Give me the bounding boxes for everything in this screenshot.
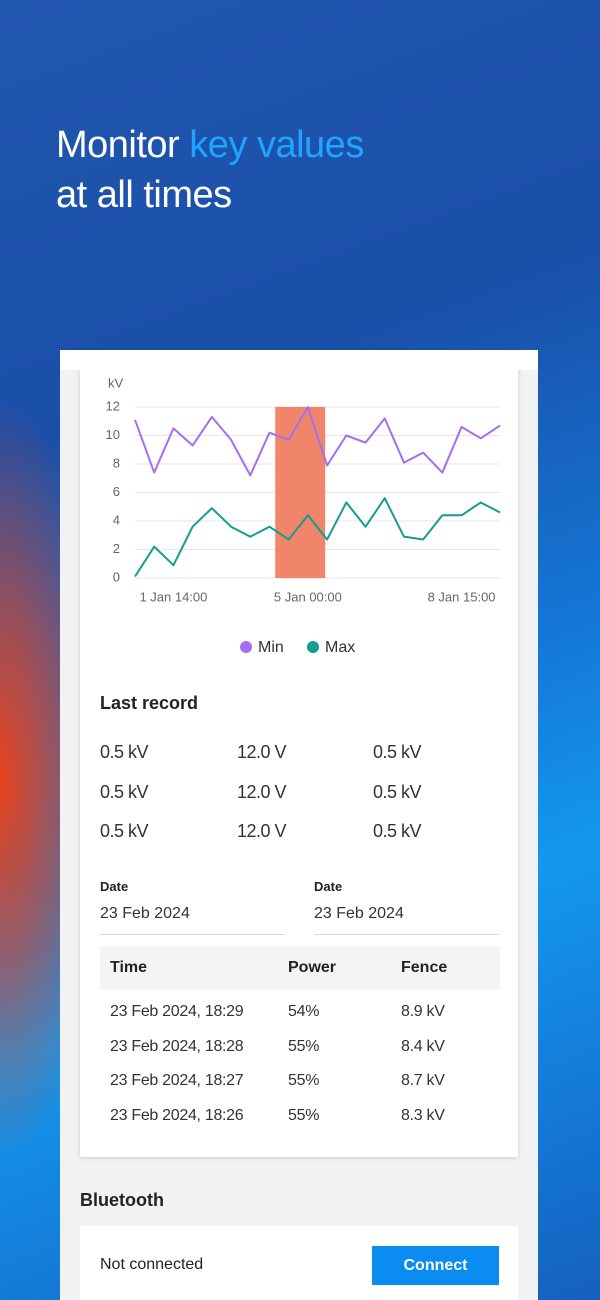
- date-underline: [100, 934, 285, 935]
- date-value: 23 Feb 2024: [100, 905, 190, 922]
- date-underline: [314, 934, 499, 935]
- table-cell: 55%: [288, 1106, 320, 1124]
- y-tick-label: 8: [113, 455, 120, 470]
- table-cell: 8.7 kV: [401, 1072, 445, 1089]
- highlight-band: [275, 407, 326, 578]
- x-tick-label: 8 Jan 15:00: [428, 589, 496, 604]
- date-value: 23 Feb 2024: [314, 905, 404, 922]
- table-cell: 55%: [288, 1072, 320, 1089]
- card-top: [60, 350, 538, 370]
- table-cell: 54%: [288, 1003, 320, 1020]
- legend-dot: [307, 641, 319, 653]
- headline: Monitor key values at all times: [56, 120, 364, 220]
- record-value: 0.5 kV: [373, 781, 422, 802]
- record-value: 12.0 V: [237, 821, 287, 841]
- table-cell: 8.9 kV: [401, 1003, 445, 1020]
- record-value: 0.5 kV: [373, 821, 422, 841]
- x-tick-label: 5 Jan 00:00: [274, 589, 342, 604]
- table-cell: 55%: [288, 1037, 320, 1055]
- chart: kV 0 2 4 6 8 10 12 1 Jan 14:00 5 Jan 00:00 8 Jan 1…: [106, 375, 501, 656]
- bluetooth-status: Not connected: [100, 1256, 204, 1273]
- line-series: [134, 497, 501, 578]
- record-value: 12.0 V: [237, 742, 287, 762]
- y-tick-label: 6: [113, 484, 120, 499]
- last-record-title: Last record: [100, 693, 199, 713]
- headline-rest: at all times: [56, 174, 232, 216]
- bluetooth-title: Bluetooth: [80, 1190, 164, 1210]
- table-cell: 23 Feb 2024, 18:28: [110, 1037, 244, 1055]
- y-tick-label: 0: [113, 569, 120, 584]
- table-header: [100, 946, 500, 990]
- table-cell: 23 Feb 2024, 18:27: [110, 1072, 244, 1089]
- x-tick-label: 1 Jan 14:00: [139, 589, 207, 604]
- record-value: 0.5 kV: [373, 742, 422, 762]
- table-header-cell: Time: [110, 959, 148, 976]
- table-header-cell: Power: [288, 959, 337, 976]
- record-value: 0.5 kV: [100, 781, 149, 802]
- record-value: 12.0 V: [237, 781, 287, 802]
- legend-label: Max: [325, 639, 355, 656]
- table-cell: 23 Feb 2024, 18:29: [110, 1003, 244, 1020]
- connect-button[interactable]: Connect: [372, 1246, 499, 1285]
- y-tick-label: 12: [106, 398, 120, 413]
- record-value: 0.5 kV: [100, 742, 149, 762]
- legend-dot: [240, 641, 252, 653]
- headline-highlight: key values: [189, 124, 364, 166]
- record-value: 0.5 kV: [100, 821, 149, 841]
- date-label: Date: [314, 879, 343, 894]
- y-axis-label: kV: [108, 375, 124, 390]
- table-cell: 8.3 kV: [401, 1106, 445, 1124]
- date-label: Date: [100, 879, 129, 894]
- headline-lead: Monitor: [56, 124, 180, 166]
- table-header-cell: Fence: [401, 959, 448, 976]
- y-tick-label: 2: [113, 541, 120, 556]
- table-cell: 23 Feb 2024, 18:26: [110, 1106, 244, 1124]
- legend-label: Min: [258, 639, 284, 656]
- table-cell: 8.4 kV: [401, 1037, 445, 1055]
- y-tick-label: 4: [113, 512, 120, 527]
- y-tick-label: 10: [106, 427, 120, 442]
- line-series: [134, 406, 501, 477]
